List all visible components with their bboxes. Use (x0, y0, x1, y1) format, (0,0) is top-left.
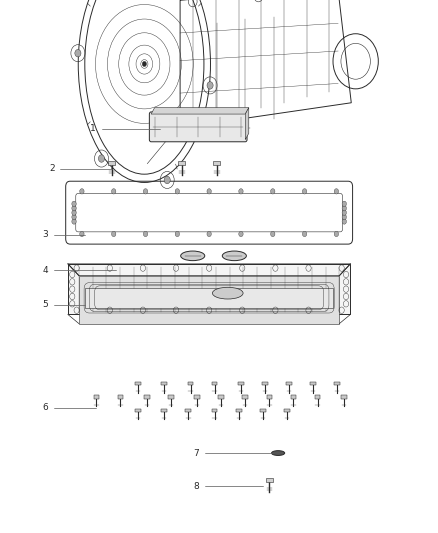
Text: 7: 7 (193, 449, 199, 457)
Circle shape (99, 155, 105, 162)
FancyBboxPatch shape (149, 112, 247, 142)
Circle shape (342, 206, 346, 211)
Text: 6: 6 (42, 403, 48, 412)
Text: 2: 2 (49, 165, 54, 173)
Circle shape (271, 231, 275, 237)
Circle shape (239, 189, 243, 194)
Bar (243, 395, 248, 399)
Circle shape (342, 214, 346, 220)
Circle shape (72, 214, 76, 220)
Circle shape (80, 189, 84, 194)
Polygon shape (151, 108, 249, 114)
Circle shape (271, 189, 275, 194)
Bar (218, 395, 224, 399)
Bar (144, 395, 150, 399)
Circle shape (72, 210, 76, 215)
Circle shape (143, 189, 148, 194)
Bar (135, 382, 141, 385)
Circle shape (342, 210, 346, 215)
Circle shape (175, 189, 180, 194)
Bar (314, 395, 321, 399)
Text: 5: 5 (42, 301, 48, 309)
Circle shape (72, 219, 76, 224)
Bar (212, 382, 217, 385)
Bar (187, 382, 194, 385)
Circle shape (302, 189, 307, 194)
Bar (310, 382, 316, 385)
Polygon shape (79, 276, 339, 324)
Circle shape (112, 231, 116, 237)
Circle shape (164, 176, 170, 184)
Polygon shape (68, 264, 350, 314)
Bar (108, 161, 115, 165)
Circle shape (143, 231, 148, 237)
Bar (266, 395, 272, 399)
Circle shape (207, 189, 211, 194)
Bar (212, 408, 217, 412)
Bar (186, 408, 191, 412)
Bar (238, 382, 244, 385)
Ellipse shape (180, 251, 205, 261)
Text: 8: 8 (193, 482, 199, 490)
Circle shape (142, 61, 146, 67)
Circle shape (72, 201, 76, 206)
Bar (213, 161, 220, 165)
Bar (341, 395, 347, 399)
Bar (286, 382, 292, 385)
Bar (236, 408, 242, 412)
Bar (135, 408, 141, 412)
Text: 1: 1 (90, 125, 96, 133)
Polygon shape (85, 288, 333, 308)
Bar (284, 408, 290, 412)
Ellipse shape (223, 251, 246, 261)
Circle shape (72, 206, 76, 211)
Circle shape (302, 231, 307, 237)
Circle shape (175, 231, 180, 237)
Bar (262, 382, 268, 385)
Ellipse shape (212, 287, 243, 299)
Circle shape (342, 201, 346, 206)
Circle shape (207, 231, 211, 237)
Bar (168, 395, 173, 399)
Bar (291, 395, 297, 399)
Bar (178, 161, 185, 165)
Bar (266, 478, 273, 482)
Circle shape (334, 231, 339, 237)
Bar (194, 395, 200, 399)
Bar (117, 395, 124, 399)
Circle shape (334, 189, 339, 194)
Circle shape (112, 189, 116, 194)
Text: 4: 4 (42, 266, 48, 274)
Circle shape (75, 50, 81, 57)
Circle shape (207, 82, 213, 89)
Circle shape (239, 231, 243, 237)
Bar (161, 408, 167, 412)
Polygon shape (245, 108, 249, 140)
Bar (260, 408, 265, 412)
Circle shape (342, 219, 346, 224)
Circle shape (80, 231, 84, 237)
Bar (161, 382, 167, 385)
Text: 3: 3 (42, 230, 48, 239)
Bar (335, 382, 340, 385)
Ellipse shape (272, 451, 285, 455)
Bar (93, 395, 99, 399)
